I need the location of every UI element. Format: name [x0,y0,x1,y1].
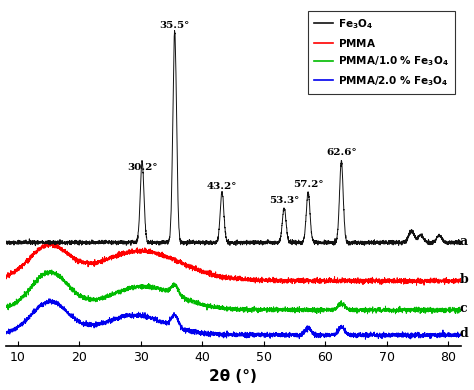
Text: a: a [459,235,467,248]
Legend: $\mathbf{Fe_3O_4}$, $\mathbf{PMMA}$, $\mathbf{PMMA/1.0\ \%\ Fe_3O_4}$, $\mathbf{: $\mathbf{Fe_3O_4}$, $\mathbf{PMMA}$, $\m… [308,11,456,94]
Text: 62.6°: 62.6° [326,147,356,156]
Text: 53.3°: 53.3° [269,196,299,205]
Text: 35.5°: 35.5° [160,21,190,30]
Text: 43.2°: 43.2° [207,182,237,191]
Text: 57.2°: 57.2° [293,180,323,189]
Text: 30.2°: 30.2° [127,163,157,172]
Text: b: b [459,273,468,286]
X-axis label: 2θ (°): 2θ (°) [209,369,257,385]
Text: d: d [459,327,468,340]
Text: c: c [459,302,467,315]
